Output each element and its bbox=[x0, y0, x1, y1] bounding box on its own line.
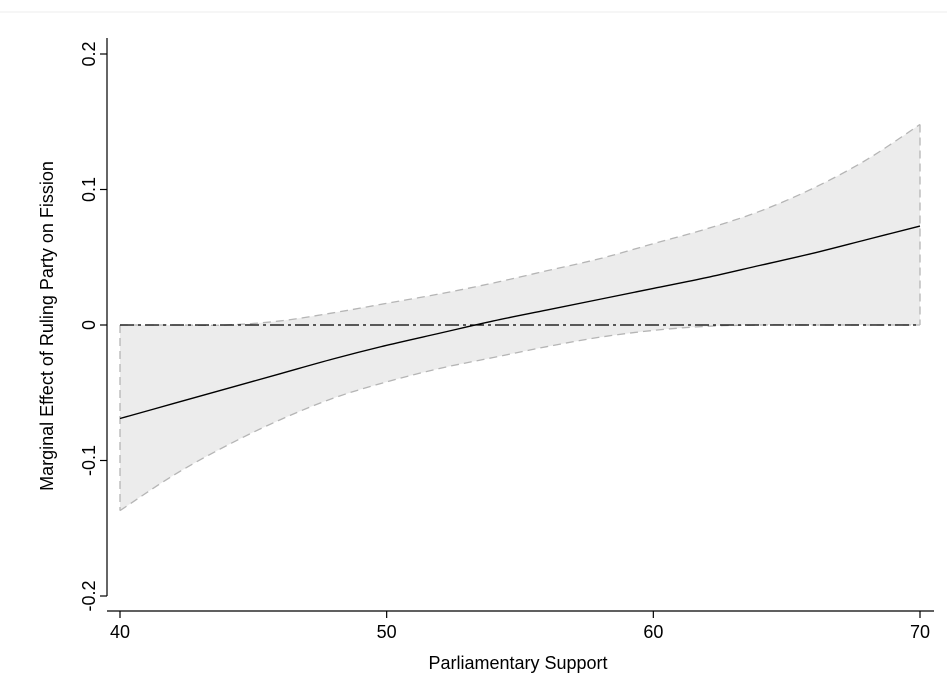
confidence-band-fill bbox=[120, 124, 920, 511]
lower-bound-line bbox=[119, 324, 920, 512]
y-tick-label: -0.1 bbox=[79, 445, 99, 476]
x-tick-label: 70 bbox=[910, 622, 930, 642]
y-tick-label: 0 bbox=[79, 320, 99, 330]
marginal-effect-line bbox=[119, 225, 921, 420]
y-axis-title: Marginal Effect of Ruling Party on Fissi… bbox=[37, 161, 57, 491]
x-axis-title: Parliamentary Support bbox=[428, 653, 607, 673]
y-tick-label: 0.1 bbox=[79, 177, 99, 202]
upper-bound-line bbox=[119, 123, 921, 326]
x-tick-label: 40 bbox=[110, 622, 130, 642]
plot-area bbox=[119, 123, 921, 512]
y-tick-label: 0.2 bbox=[79, 41, 99, 66]
x-tick-label: 50 bbox=[377, 622, 397, 642]
axes: -0.2 -0.1 0 0.1 0.2 40 50 60 70 bbox=[79, 38, 934, 642]
y-tick-label: -0.2 bbox=[79, 580, 99, 611]
x-tick-label: 60 bbox=[643, 622, 663, 642]
